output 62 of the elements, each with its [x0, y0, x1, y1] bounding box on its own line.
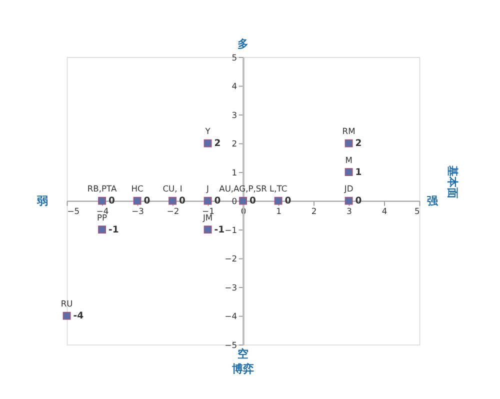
x-tick-label: 5 — [414, 206, 420, 216]
data-label: 0 — [214, 196, 221, 207]
text: 弱 — [36, 194, 48, 208]
x-tick-label: 2 — [311, 206, 317, 216]
y-tick-label: −1 — [224, 224, 238, 235]
y-tick-label: −3 — [224, 282, 238, 292]
point — [344, 139, 353, 148]
point — [204, 139, 212, 148]
point — [274, 196, 282, 205]
y-tick-label: 5 — [232, 52, 238, 62]
x-tick-label: 3 — [346, 206, 352, 216]
annotation: Y — [204, 126, 212, 136]
annotation: RM — [342, 126, 356, 136]
annotation: CU, I — [162, 184, 182, 194]
text: 多 — [238, 38, 249, 51]
annotation: HC — [131, 184, 144, 194]
x-tick-label: −2 — [166, 206, 180, 216]
y-tick-label: 3 — [232, 110, 238, 120]
y-tick-label: 2 — [232, 138, 238, 149]
point — [98, 226, 106, 234]
data-label: 0 — [179, 196, 186, 207]
y-tick-label: −5 — [224, 340, 238, 350]
data-label: -1 — [214, 224, 225, 236]
annotation: RB,PTA — [87, 184, 117, 194]
y-tick-label: 1 — [232, 167, 238, 178]
point — [133, 196, 142, 205]
y-tick-label: 0 — [232, 196, 238, 206]
annotation: M — [345, 154, 352, 165]
annotation: AU,AG,P,SR — [219, 184, 268, 194]
point — [168, 196, 177, 205]
x-tick-label: −3 — [132, 206, 144, 216]
annotation: JD — [343, 184, 354, 194]
point — [344, 168, 353, 176]
x-tick-label: −5 — [67, 206, 80, 216]
point — [62, 312, 71, 320]
data-label: 0 — [355, 196, 362, 207]
data-label: -4 — [73, 310, 84, 322]
data-label: 2 — [214, 138, 221, 150]
data-label: 0 — [250, 196, 256, 207]
data-label: -1 — [108, 224, 119, 236]
point — [204, 226, 212, 234]
point — [344, 196, 353, 205]
annotation: L,TC — [269, 184, 288, 194]
annotation: RU — [60, 298, 73, 309]
data-label: 0 — [284, 196, 292, 207]
y-tick-label: −2 — [224, 254, 238, 264]
text: 博弈 — [231, 362, 254, 376]
y-tick-label: −4 — [224, 311, 238, 322]
point — [239, 196, 248, 205]
text: 强 — [426, 194, 439, 208]
data-label: 0 — [108, 196, 115, 207]
text: 基本面 — [446, 164, 459, 199]
x-tick-label: 1 — [276, 206, 282, 216]
y-tick-label: 4 — [232, 81, 238, 92]
text: 空 — [238, 348, 249, 361]
annotation: J — [206, 184, 210, 194]
x-tick-label: 4 — [382, 206, 388, 216]
data-label: 0 — [144, 196, 150, 207]
point — [204, 196, 212, 205]
point — [98, 196, 106, 205]
data-label: 1 — [355, 166, 362, 178]
data-label: 2 — [355, 138, 362, 150]
